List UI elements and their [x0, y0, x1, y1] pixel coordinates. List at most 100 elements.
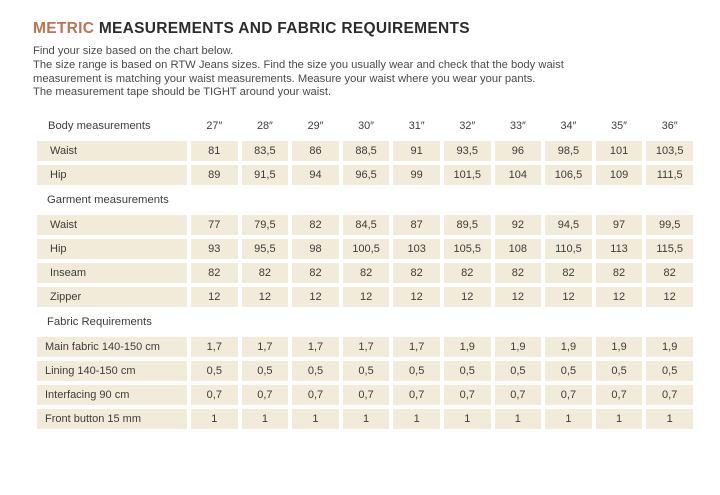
value-cell: 0,7: [342, 385, 390, 406]
row-label: Inseam: [37, 263, 187, 284]
value-cell: 0,7: [443, 385, 491, 406]
value-cell: 111,5: [646, 165, 693, 186]
value-cell: 0,5: [443, 361, 491, 382]
value-cell: 81: [191, 141, 238, 162]
value-cell: 94: [292, 165, 339, 186]
value-cell: 0,7: [595, 385, 643, 406]
value-cell: 12: [494, 287, 542, 308]
row-label: Front button 15 mm: [37, 409, 187, 430]
intro-text: Find your size based on the chart below.…: [33, 45, 720, 100]
value-cell: 0,5: [545, 361, 592, 382]
row-label: Waist: [37, 141, 187, 162]
section-heading-garment: Garment measurements: [47, 194, 169, 207]
table-row: Zipper 12 12 12 12 12 12 12 12 12 12: [37, 287, 693, 308]
value-cell: 99,5: [646, 215, 693, 236]
row-label: Main fabric 140-150 cm: [37, 337, 187, 358]
value-cell: 113: [595, 239, 643, 260]
value-cell: 93: [191, 239, 238, 260]
value-cell: 1,7: [191, 337, 238, 358]
value-cell: 1: [393, 409, 440, 430]
column-header-size: 33″: [509, 120, 526, 133]
title-rest: MEASUREMENTS AND FABRIC REQUIREMENTS: [98, 20, 470, 37]
value-cell: 92: [494, 215, 542, 236]
value-cell: 89,5: [443, 215, 491, 236]
column-header-size: 35″: [611, 120, 627, 133]
value-cell: 108: [494, 239, 542, 260]
value-cell: 82: [292, 215, 339, 236]
value-cell: 0,5: [342, 361, 390, 382]
value-cell: 0,5: [494, 361, 542, 382]
value-cell: 1,9: [545, 337, 592, 358]
value-cell: 95,5: [241, 239, 289, 260]
table-header-label: Body measurements: [48, 120, 151, 133]
value-cell: 106,5: [545, 165, 592, 186]
value-cell: 0,5: [292, 361, 339, 382]
column-header-size: 32″: [459, 120, 476, 133]
value-cell: 89: [191, 165, 238, 186]
value-cell: 1,7: [241, 337, 289, 358]
value-cell: 0,5: [595, 361, 643, 382]
title-accent: METRIC: [33, 20, 95, 37]
value-cell: 1,9: [646, 337, 693, 358]
section-heading-fabric: Fabric Requirements: [47, 316, 152, 329]
page-title: METRIC MEASUREMENTS AND FABRIC REQUIREME…: [33, 20, 720, 38]
value-cell: 1: [646, 409, 693, 430]
value-cell: 77: [191, 215, 238, 236]
value-cell: 12: [191, 287, 238, 308]
value-cell: 82: [393, 263, 440, 284]
value-cell: 1,9: [595, 337, 643, 358]
value-cell: 82: [545, 263, 592, 284]
row-label: Zipper: [37, 287, 187, 308]
value-cell: 82: [342, 263, 390, 284]
value-cell: 91,5: [241, 165, 289, 186]
value-cell: 82: [646, 263, 693, 284]
table-row: Waist 77 79,5 82 84,5 87 89,5 92 94,5 97 99,5: [37, 215, 693, 236]
intro-line: The measurement tape should be TIGHT aro…: [33, 86, 332, 99]
column-header-size: 28″: [256, 120, 273, 133]
value-cell: 0,5: [191, 361, 238, 382]
value-cell: 97: [595, 215, 643, 236]
column-header-size: 29″: [307, 120, 324, 133]
table-row: Front button 15 mm 1 1 1 1 1 1 1 1 1 1: [37, 409, 693, 430]
value-cell: 0,7: [545, 385, 592, 406]
table-row: Interfacing 90 cm 0,7 0,7 0,7 0,7 0,7 0,7 0,7 0,…: [37, 385, 693, 406]
value-cell: 0,5: [241, 361, 289, 382]
value-cell: 0,7: [191, 385, 238, 406]
value-cell: 1,7: [393, 337, 440, 358]
value-cell: 1: [443, 409, 491, 430]
value-cell: 1: [545, 409, 592, 430]
column-header-size: 27″: [206, 120, 223, 133]
value-cell: 104: [494, 165, 542, 186]
value-cell: 1: [494, 409, 542, 430]
column-header-size: 34″: [560, 120, 577, 133]
value-cell: 88,5: [342, 141, 390, 162]
value-cell: 82: [191, 263, 238, 284]
value-cell: 1,9: [494, 337, 542, 358]
row-label: Interfacing 90 cm: [37, 385, 187, 406]
value-cell: 82: [595, 263, 643, 284]
section-heading-row: Fabric Requirements: [37, 311, 693, 333]
value-cell: 0,5: [646, 361, 693, 382]
value-cell: 1: [595, 409, 643, 430]
value-cell: 1: [292, 409, 339, 430]
intro-line: Find your size based on the chart below.: [33, 45, 234, 57]
table-header-row: Body measurements 27″ 28″ 29″ 30″ 31″ 32″ 33″ 34…: [37, 115, 693, 137]
value-cell: 82: [443, 263, 491, 284]
value-cell: 12: [443, 287, 491, 308]
value-cell: 99: [393, 165, 440, 186]
table-row: Main fabric 140-150 cm 1,7 1,7 1,7 1,7 1,7 1,9…: [37, 337, 693, 358]
value-cell: 94,5: [545, 215, 592, 236]
value-cell: 0,7: [292, 385, 339, 406]
value-cell: 98: [292, 239, 339, 260]
value-cell: 103: [393, 239, 440, 260]
value-cell: 93,5: [443, 141, 491, 162]
value-cell: 83,5: [241, 141, 289, 162]
value-cell: 0,7: [494, 385, 542, 406]
value-cell: 91: [393, 141, 440, 162]
value-cell: 82: [494, 263, 542, 284]
value-cell: 1: [191, 409, 238, 430]
value-cell: 0,7: [241, 385, 289, 406]
value-cell: 96,5: [342, 165, 390, 186]
measurements-table: Body measurements 27″ 28″ 29″ 30″ 31″ 32″ 33″ 34…: [33, 111, 697, 433]
